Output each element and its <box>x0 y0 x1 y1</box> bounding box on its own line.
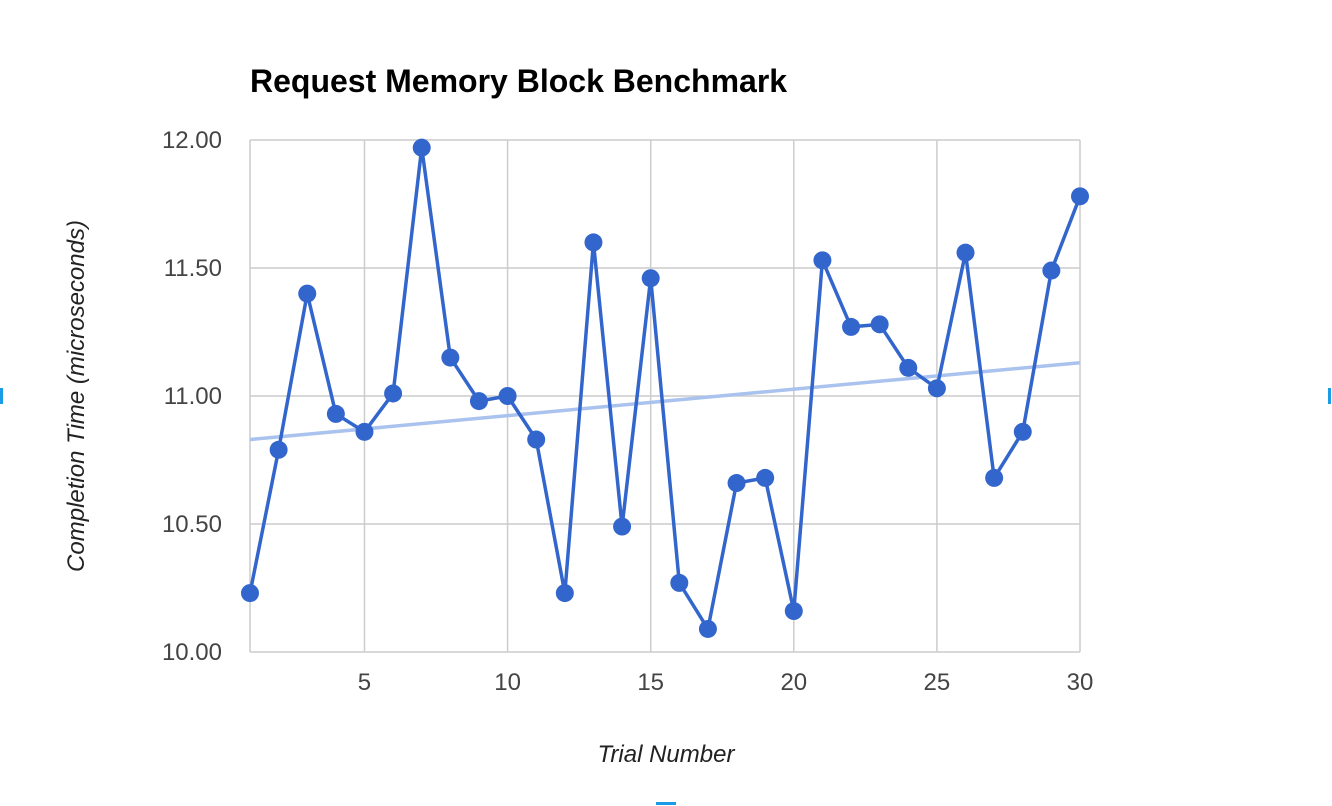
y-tick-label: 10.00 <box>162 639 222 666</box>
data-point[interactable] <box>1013 422 1032 441</box>
x-axis-title: Trial Number <box>598 741 736 768</box>
data-point[interactable] <box>870 315 889 334</box>
x-tick-label: 5 <box>358 669 371 696</box>
data-point[interactable] <box>326 404 345 423</box>
data-point[interactable] <box>641 269 660 288</box>
data-point[interactable] <box>498 387 517 405</box>
data-point[interactable] <box>670 573 689 592</box>
tick-labels: 10.00 10.50 11.00 11.50 12.00 5 10 15 20 25 30 <box>162 127 1093 696</box>
data-point[interactable] <box>355 422 374 441</box>
data-point[interactable] <box>899 358 918 377</box>
x-tick-label: 30 <box>1067 669 1094 696</box>
y-tick-label: 12.00 <box>162 127 222 154</box>
data-point[interactable] <box>727 474 746 493</box>
x-tick-label: 15 <box>637 669 664 696</box>
y-axis-title: Completion Time (microseconds) <box>63 220 90 572</box>
data-point[interactable] <box>613 517 632 536</box>
x-tick-label: 25 <box>924 669 951 696</box>
data-point[interactable] <box>441 348 460 367</box>
data-point[interactable] <box>469 392 488 411</box>
right-edge-handle[interactable] <box>1328 388 1331 404</box>
data-point[interactable] <box>756 468 775 487</box>
left-edge-handle[interactable] <box>0 388 3 404</box>
x-tick-label: 20 <box>780 669 807 696</box>
y-tick-label: 11.00 <box>164 383 222 410</box>
data-point[interactable] <box>842 317 861 336</box>
data-point[interactable] <box>384 384 403 403</box>
y-tick-label: 11.50 <box>164 255 222 282</box>
data-point[interactable] <box>927 379 946 398</box>
y-tick-label: 10.50 <box>162 511 222 538</box>
data-point[interactable] <box>784 602 803 621</box>
data-point[interactable] <box>241 584 259 603</box>
data-point[interactable] <box>412 138 431 157</box>
data-point[interactable] <box>269 440 288 459</box>
grid <box>249 139 1081 653</box>
bottom-edge-handle[interactable] <box>656 802 676 805</box>
data-point[interactable] <box>813 251 832 270</box>
x-tick-label: 10 <box>494 669 521 696</box>
data-point[interactable] <box>985 468 1004 487</box>
data-point[interactable] <box>698 619 717 638</box>
chart-title: Request Memory Block Benchmark <box>250 63 787 99</box>
series-group <box>241 138 1089 638</box>
trendline-group <box>249 360 1081 442</box>
trendline <box>249 360 1081 442</box>
data-point[interactable] <box>527 430 546 449</box>
data-point[interactable] <box>1071 187 1089 206</box>
data-point[interactable] <box>555 584 574 603</box>
data-point[interactable] <box>956 243 975 262</box>
data-point[interactable] <box>298 284 317 303</box>
series-line <box>248 145 1082 631</box>
data-point[interactable] <box>1042 261 1061 280</box>
data-point[interactable] <box>584 233 603 252</box>
